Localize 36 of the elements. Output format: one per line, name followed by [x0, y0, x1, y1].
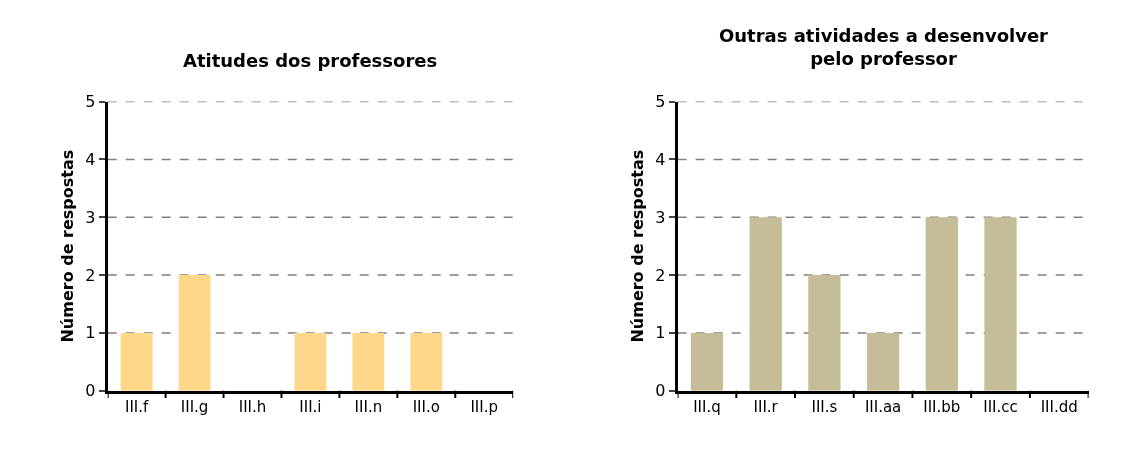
x-tick-label: III.n — [354, 397, 383, 416]
y-tick-label: 1 — [655, 323, 666, 343]
x-tick-label: III.r — [753, 397, 779, 416]
chart-title: Atitudes dos professores — [183, 50, 438, 71]
bar — [808, 275, 841, 391]
bar — [925, 217, 958, 391]
y-tick-label: 5 — [655, 92, 666, 112]
y-tick-label: 3 — [85, 207, 96, 227]
x-tick-label: III.dd — [1040, 397, 1078, 416]
bar — [866, 332, 900, 391]
y-tick-label: 1 — [85, 323, 96, 343]
bar — [984, 217, 1017, 391]
x-tick-label: III.f — [124, 397, 150, 416]
y-tick-label: 4 — [655, 150, 666, 170]
x-tick-label: III.bb — [923, 397, 961, 416]
x-tick-label: III.q — [693, 397, 721, 416]
y-tick-label: 2 — [85, 265, 96, 285]
y-axis-title: Número de respostas — [628, 149, 648, 343]
y-axis-title: Número de respostas — [58, 149, 78, 343]
x-tick-label: III.h — [238, 397, 267, 416]
y-tick-label: 4 — [85, 150, 96, 170]
x-tick-label: III.p — [470, 397, 499, 416]
chart-title: Outras atividades a desenvolver pelo professor — [719, 25, 1049, 70]
y-tick-label: 5 — [85, 92, 96, 112]
y-tick-label: 0 — [85, 381, 96, 401]
x-tick-label: III.i — [299, 397, 322, 416]
x-tick-label: III.s — [811, 397, 838, 416]
y-tick-label: 2 — [655, 265, 666, 285]
x-tick-label: III.g — [180, 397, 209, 416]
x-tick-label: III.o — [412, 397, 440, 416]
bar — [749, 217, 782, 391]
bar — [690, 332, 724, 391]
x-tick-label: III.aa — [864, 397, 902, 416]
y-tick-label: 0 — [655, 381, 666, 401]
x-tick-label: III.cc — [983, 397, 1018, 416]
y-tick-label: 3 — [655, 207, 666, 227]
